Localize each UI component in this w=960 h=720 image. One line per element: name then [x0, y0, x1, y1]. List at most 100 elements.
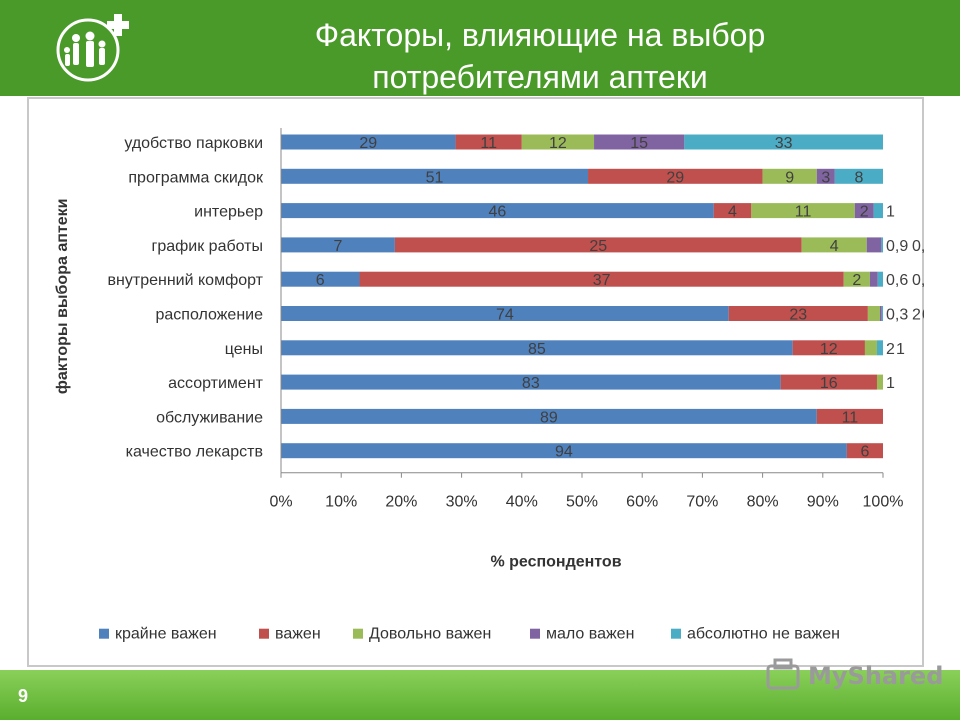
bar-segment — [843, 271, 870, 287]
data-label: 11 — [842, 409, 859, 426]
data-label: 0,3 — [886, 307, 908, 324]
x-tick-label: 90% — [807, 494, 839, 511]
title-line-1: Факторы, влияющие на выбор — [314, 17, 766, 53]
category-label: цены — [225, 341, 263, 358]
data-label: 83 — [522, 375, 540, 392]
data-label: 1 — [886, 375, 895, 392]
bar-segment — [873, 203, 883, 219]
data-label: 0,2 — [922, 307, 924, 324]
bar-segment — [281, 203, 714, 219]
data-label: 37 — [593, 272, 611, 289]
x-axis-title: % респондентов — [490, 554, 621, 571]
data-label: 11 — [795, 204, 812, 221]
bar-segment — [816, 408, 883, 424]
data-label: 23 — [789, 307, 807, 324]
bar-segment — [281, 306, 729, 321]
bar-segment — [876, 340, 883, 356]
data-label: 15 — [630, 135, 648, 152]
category-label: удобство парковки — [124, 135, 263, 152]
bar-segment — [281, 443, 847, 459]
category-label: расположение — [155, 307, 263, 324]
data-label: 7 — [333, 238, 342, 255]
data-label: 11 — [480, 135, 497, 152]
bar-segment — [869, 271, 878, 287]
bar-segment — [281, 134, 456, 150]
legend-swatch — [530, 628, 540, 639]
legend-label: крайне важен — [115, 626, 217, 643]
bar-segment — [801, 237, 867, 253]
legend-swatch — [671, 628, 681, 639]
x-tick-label: 50% — [566, 494, 598, 511]
x-tick-label: 100% — [863, 494, 904, 511]
data-label: 74 — [496, 307, 514, 324]
data-label: 4 — [830, 238, 839, 255]
bar-segment — [594, 134, 685, 150]
data-label: 94 — [555, 444, 573, 461]
data-label: 51 — [426, 169, 444, 186]
legend-label: абсолютно не важен — [687, 626, 840, 643]
bar-segment — [281, 271, 360, 287]
bar-segment — [281, 408, 817, 424]
category-label: интерьер — [194, 204, 263, 221]
x-tick-label: 30% — [446, 494, 478, 511]
data-label: 4 — [728, 204, 737, 221]
title-line-2: потребителями аптеки — [372, 59, 708, 95]
bar-segment — [281, 374, 781, 390]
legend-swatch — [353, 628, 363, 639]
bar-segment — [834, 168, 883, 184]
data-label: 16 — [820, 375, 838, 392]
bar-segment — [281, 237, 395, 253]
data-label: 3 — [821, 169, 830, 186]
x-tick-label: 70% — [686, 494, 718, 511]
data-label: 6 — [316, 272, 325, 289]
data-label: 89 — [540, 409, 558, 426]
bar-segment — [684, 134, 883, 150]
bar-segment — [762, 168, 817, 184]
header-bar — [0, 0, 960, 96]
data-label: 2 — [886, 341, 895, 358]
data-label: 33 — [775, 135, 793, 152]
legend-label: Довольно важен — [369, 626, 491, 643]
bar-segment — [281, 168, 589, 184]
data-label: 8 — [854, 169, 863, 186]
bar-segment — [877, 271, 883, 287]
data-label: 2 — [860, 204, 869, 221]
bar-segment — [728, 306, 868, 321]
category-label: программа скидок — [128, 169, 264, 186]
data-label: 29 — [359, 135, 377, 152]
bar-segment — [879, 306, 882, 321]
family-pharmacy-logo — [56, 14, 129, 82]
data-label: 0,4 — [912, 272, 924, 289]
x-tick-label: 40% — [506, 494, 538, 511]
x-tick-label: 0% — [269, 494, 292, 511]
x-tick-label: 20% — [385, 494, 417, 511]
page-number: 9 — [18, 686, 29, 706]
bar-segment — [792, 340, 865, 356]
bar-segment — [455, 134, 522, 150]
data-label: 1 — [886, 204, 895, 221]
legend-swatch — [259, 628, 269, 639]
category-label: график работы — [151, 238, 263, 255]
data-label: 12 — [549, 135, 567, 152]
data-label: 9 — [785, 169, 794, 186]
bar-segment — [394, 237, 802, 253]
bar-segment — [866, 237, 882, 253]
bar-segment — [864, 340, 877, 356]
category-label: внутренний комфорт — [108, 272, 264, 289]
data-label: 0,9 — [886, 238, 908, 255]
x-tick-label: 80% — [747, 494, 779, 511]
data-label: 2 — [912, 307, 921, 324]
bar-segment — [881, 237, 883, 253]
data-label: 6 — [860, 444, 869, 461]
myshared-watermark-icon — [766, 658, 800, 690]
x-tick-label: 60% — [626, 494, 658, 511]
bar-segment — [816, 168, 835, 184]
bar-segment — [846, 443, 883, 459]
bar-segment — [588, 168, 763, 184]
bar-segment — [521, 134, 595, 150]
bar-segment — [359, 271, 844, 287]
bar-segment — [867, 306, 880, 321]
category-label: обслуживание — [156, 409, 263, 426]
bar-segment — [780, 374, 877, 390]
bar-segment — [713, 203, 752, 219]
